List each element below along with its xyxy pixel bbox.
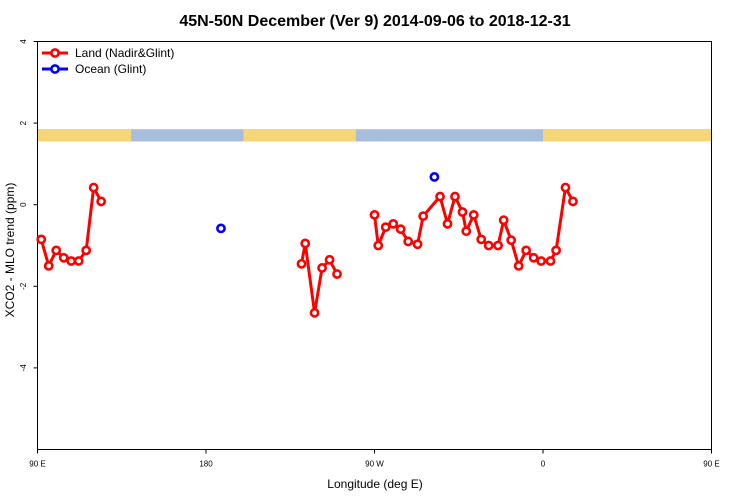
data-point — [369, 209, 380, 220]
series-line-segment — [39, 186, 103, 268]
data-point — [66, 256, 77, 266]
y-tick-label: 0 — [19, 202, 28, 207]
legend-item-2: Ocean (Glint) — [42, 62, 146, 76]
data-point — [324, 254, 335, 265]
y-tick-label: 4 — [19, 39, 28, 44]
data-point — [309, 307, 320, 318]
map-land-region-3 — [543, 129, 712, 142]
data-point — [551, 245, 562, 256]
data-point — [58, 252, 69, 263]
x-tick-label: 90 E — [703, 460, 719, 469]
legend-marker — [50, 64, 60, 74]
data-point — [43, 260, 54, 271]
data-point — [506, 235, 517, 246]
data-point — [528, 252, 539, 263]
y-axis-ticks: -4 -2 0 2 4 — [19, 39, 38, 372]
data-point — [296, 258, 307, 269]
x-tick-label: 0 — [541, 460, 546, 469]
data-point — [521, 245, 532, 256]
legend-item-1: Land (Nadir&Glint) — [42, 46, 174, 60]
data-point — [418, 211, 429, 222]
data-point — [476, 234, 487, 245]
series-layer — [36, 172, 578, 318]
data-point — [300, 238, 311, 249]
legend: Land (Nadir&Glint) Ocean (Glint) — [42, 46, 174, 76]
data-point — [88, 182, 99, 193]
data-point — [96, 196, 107, 207]
data-point — [373, 240, 384, 251]
series-line-segment — [299, 241, 339, 315]
chart-title: 45N-50N December (Ver 9) 2014-09-06 to 2… — [179, 13, 570, 30]
data-point — [403, 236, 414, 247]
data-point — [450, 191, 460, 202]
x-axis-label: Longitude (deg E) — [327, 477, 422, 491]
data-point — [461, 226, 472, 237]
data-point — [380, 222, 391, 233]
data-point — [36, 234, 47, 245]
data-point — [388, 218, 399, 229]
data-point — [498, 215, 509, 226]
data-point — [51, 245, 62, 256]
data-point — [493, 240, 503, 251]
x-tick-label: 180 — [199, 460, 213, 469]
map-land-region-2 — [243, 129, 356, 142]
data-point — [457, 207, 468, 217]
data-point — [442, 218, 453, 229]
data-point — [483, 240, 494, 251]
y-axis-label: XCO2 - MLO trend (ppm) — [3, 183, 17, 318]
data-point — [412, 239, 423, 250]
map-land-region-1 — [37, 129, 132, 142]
map-strip — [37, 129, 712, 142]
data-point — [81, 245, 92, 256]
legend-label: Ocean (Glint) — [75, 62, 146, 76]
y-tick-label: -2 — [19, 282, 28, 290]
data-point — [560, 182, 571, 193]
data-point — [429, 172, 440, 182]
data-point — [568, 196, 578, 207]
legend-marker — [50, 48, 60, 58]
data-point — [536, 256, 547, 266]
series-2 — [216, 172, 440, 234]
data-point — [395, 224, 406, 235]
x-axis-ticks: 90 E 180 90 W 0 90 E — [29, 449, 720, 469]
data-point — [435, 191, 445, 202]
data-point — [216, 223, 226, 234]
legend-label: Land (Nadir&Glint) — [75, 46, 174, 60]
x-tick-label: 90 E — [29, 460, 45, 469]
data-point — [545, 256, 556, 266]
data-point — [332, 269, 342, 279]
data-point — [468, 209, 479, 220]
data-point — [513, 260, 524, 271]
series-1 — [36, 182, 578, 318]
data-point — [317, 263, 327, 273]
y-tick-label: 2 — [19, 120, 28, 125]
data-point — [73, 256, 84, 266]
x-tick-label: 90 W — [365, 460, 384, 469]
y-tick-label: -4 — [19, 364, 28, 372]
